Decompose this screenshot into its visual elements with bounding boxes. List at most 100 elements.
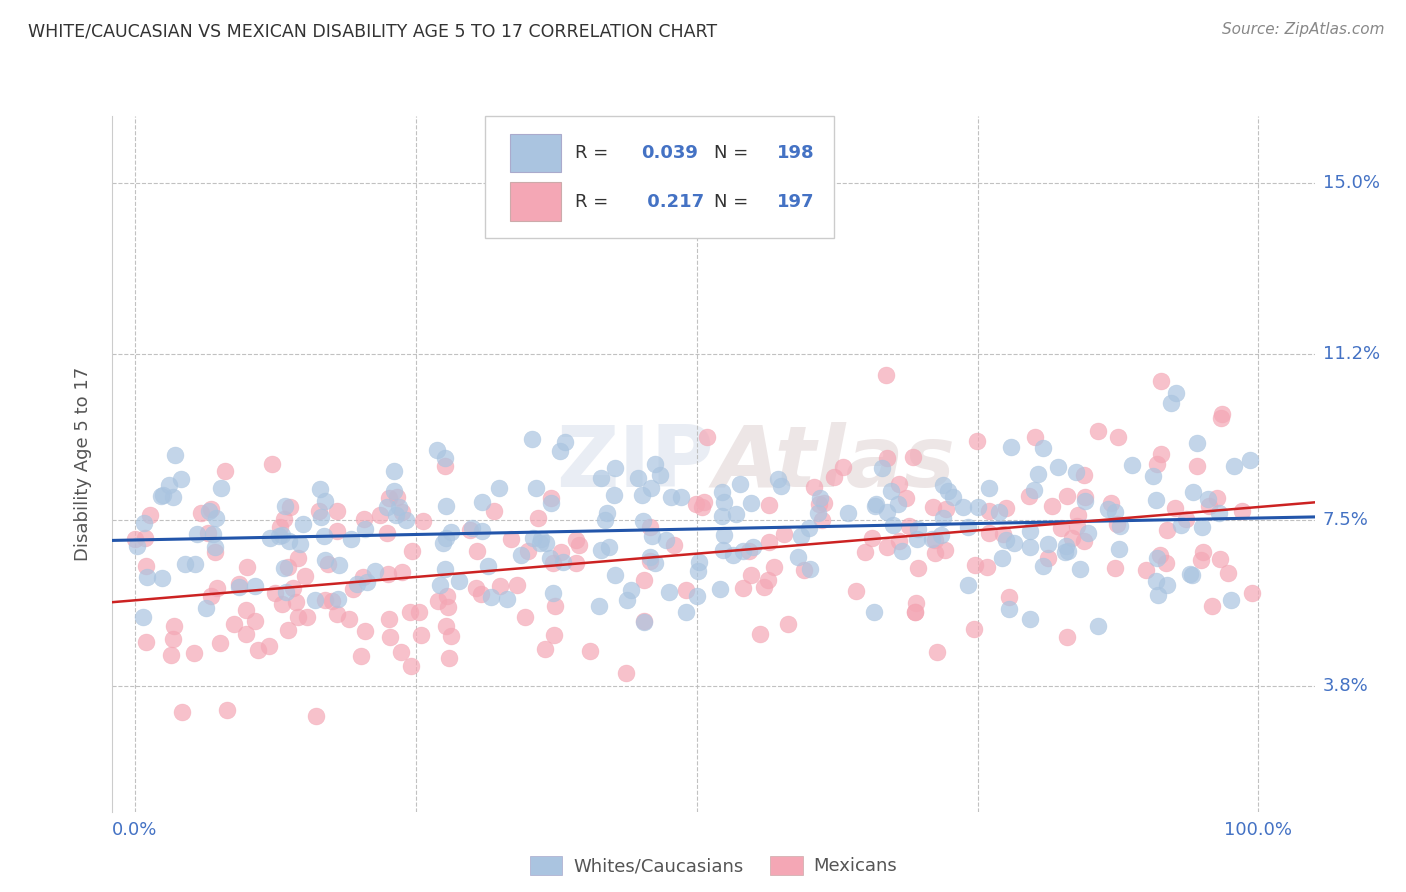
Point: [488, 482, 510, 496]
Point: [1036, 551, 1059, 566]
Point: [1032, 441, 1054, 455]
Point: [1156, 578, 1178, 592]
Point: [793, 563, 815, 577]
Point: [273, 512, 295, 526]
Point: [887, 534, 910, 549]
Point: [799, 562, 821, 576]
Point: [170, 705, 193, 719]
Point: [287, 609, 309, 624]
Point: [1164, 385, 1187, 400]
Point: [195, 601, 218, 615]
Point: [1018, 540, 1040, 554]
Point: [399, 659, 422, 673]
Point: [603, 488, 626, 502]
Point: [352, 570, 374, 584]
Point: [1060, 531, 1083, 545]
Point: [662, 538, 685, 552]
Point: [1074, 490, 1097, 504]
Point: [378, 612, 401, 626]
Point: [965, 558, 987, 573]
Point: [641, 528, 664, 542]
Point: [638, 550, 661, 565]
Point: [534, 641, 557, 656]
Text: Source: ZipAtlas.com: Source: ZipAtlas.com: [1222, 22, 1385, 37]
Point: [1108, 541, 1130, 556]
Point: [389, 645, 412, 659]
Point: [290, 536, 312, 550]
Point: [807, 506, 830, 520]
Point: [1156, 524, 1178, 538]
Point: [163, 618, 186, 632]
Point: [1046, 460, 1069, 475]
Point: [287, 550, 309, 565]
Point: [1066, 465, 1088, 479]
Point: [811, 513, 834, 527]
Point: [353, 512, 375, 526]
Point: [1054, 539, 1077, 553]
Point: [934, 543, 956, 558]
Point: [1104, 505, 1126, 519]
Point: [924, 546, 946, 560]
Point: [723, 548, 745, 562]
Text: 11.2%: 11.2%: [1323, 345, 1381, 363]
Point: [876, 505, 898, 519]
Point: [644, 457, 666, 471]
Point: [813, 496, 835, 510]
Point: [1002, 536, 1025, 550]
Point: [997, 590, 1019, 604]
Point: [935, 502, 957, 516]
Point: [1107, 430, 1129, 444]
Point: [277, 624, 299, 638]
Point: [388, 500, 411, 514]
Point: [267, 529, 290, 543]
Point: [733, 582, 755, 596]
Point: [644, 556, 666, 570]
Point: [271, 527, 294, 541]
Point: [728, 477, 751, 491]
Point: [342, 582, 364, 596]
Text: R =: R =: [575, 144, 614, 161]
Point: [1219, 592, 1241, 607]
Point: [1182, 485, 1205, 500]
Point: [499, 532, 522, 546]
Point: [894, 491, 917, 505]
Point: [434, 531, 457, 545]
Point: [1024, 483, 1046, 498]
Point: [633, 614, 655, 628]
Point: [905, 596, 928, 610]
Point: [205, 511, 228, 525]
Bar: [510, 182, 561, 220]
Point: [942, 490, 965, 504]
Point: [808, 491, 831, 506]
Point: [522, 531, 544, 545]
Point: [496, 592, 519, 607]
Point: [1069, 562, 1091, 576]
Point: [593, 513, 616, 527]
Point: [398, 605, 420, 619]
Point: [385, 508, 408, 522]
Point: [540, 491, 562, 505]
Point: [627, 471, 650, 485]
Point: [162, 632, 184, 647]
Point: [690, 500, 713, 515]
Point: [326, 524, 349, 539]
Point: [1191, 520, 1213, 534]
Point: [509, 548, 531, 562]
Point: [620, 583, 643, 598]
Point: [346, 576, 368, 591]
Point: [598, 540, 620, 554]
Point: [1198, 499, 1220, 513]
Point: [284, 594, 307, 608]
Point: [520, 432, 543, 446]
Point: [135, 634, 157, 648]
Point: [174, 557, 197, 571]
Point: [650, 467, 672, 482]
Point: [291, 516, 314, 531]
Point: [434, 459, 457, 474]
Point: [135, 569, 157, 583]
Point: [778, 616, 800, 631]
Point: [378, 491, 401, 505]
Point: [724, 507, 747, 521]
Text: ZIP: ZIP: [555, 422, 713, 506]
Point: [434, 562, 457, 576]
